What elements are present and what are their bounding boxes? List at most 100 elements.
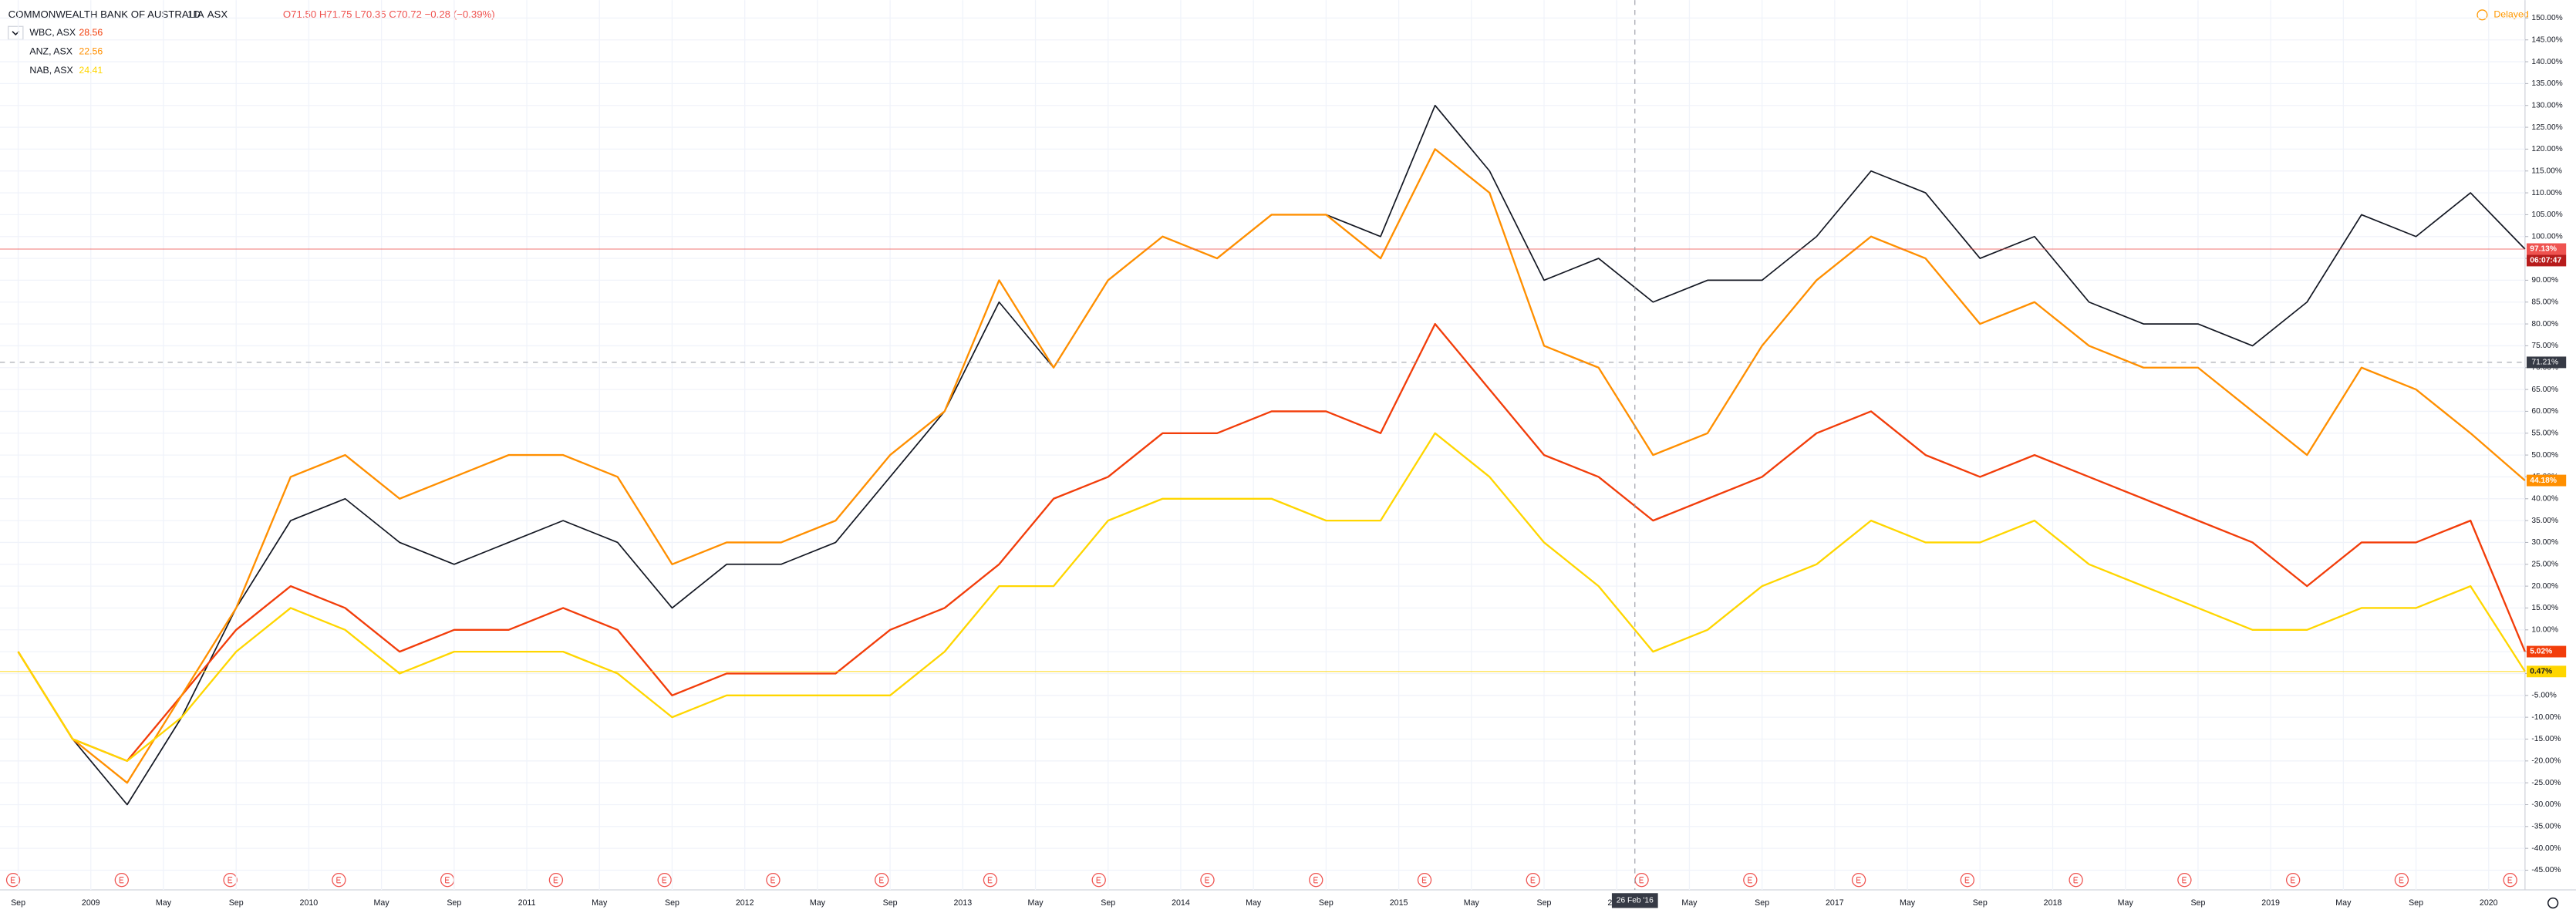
countdown: 06:07:47 xyxy=(2530,257,2561,265)
price-label: 5.02% xyxy=(2530,648,2552,656)
x-tick-label: Sep xyxy=(883,898,898,908)
crosshair-x-bg xyxy=(1611,893,1658,908)
x-tick-label: Sep xyxy=(1101,898,1115,908)
price-label: 97.13% xyxy=(2530,245,2557,254)
y-tick-label: 30.00% xyxy=(2531,538,2558,547)
y-tick-label: 110.00% xyxy=(2531,189,2562,197)
x-tick-label: 2010 xyxy=(300,898,319,908)
event-glyph xyxy=(879,877,884,884)
x-tick-label: May xyxy=(2335,898,2352,908)
y-tick-label: -15.00% xyxy=(2531,735,2561,743)
price-label: 0.47% xyxy=(2530,668,2552,676)
y-tick-label: 35.00% xyxy=(2531,517,2558,525)
y-tick-label: 120.00% xyxy=(2531,145,2562,153)
x-tick-label: 2017 xyxy=(1826,898,1844,908)
legend-name: ANZ, ASX xyxy=(29,46,72,57)
y-tick-label: 105.00% xyxy=(2531,211,2562,219)
y-tick-label: 55.00% xyxy=(2531,429,2558,437)
event-glyph xyxy=(2507,877,2513,884)
x-tick-label: May xyxy=(1900,898,1916,908)
y-tick-label: -5.00% xyxy=(2531,692,2556,700)
y-tick-label: -20.00% xyxy=(2531,757,2561,766)
y-tick-label: 20.00% xyxy=(2531,582,2558,591)
event-glyph xyxy=(770,877,775,884)
event-glyph xyxy=(10,877,15,884)
x-tick-label: 2013 xyxy=(953,898,972,908)
y-tick-label: 125.00% xyxy=(2531,123,2562,132)
y-tick-label: 75.00% xyxy=(2531,342,2558,350)
event-glyph xyxy=(336,877,341,884)
x-tick-label: Sep xyxy=(2190,898,2205,908)
settings-button[interactable] xyxy=(2547,897,2559,909)
series-line xyxy=(17,148,2526,784)
legend-name: NAB, ASX xyxy=(29,65,72,76)
price-label: 44.18% xyxy=(2530,477,2557,485)
collapse-button[interactable] xyxy=(8,25,24,40)
x-tick-label: May xyxy=(810,898,826,908)
x-tick-label: May xyxy=(1681,898,1698,908)
x-tick-label: 2014 xyxy=(1172,898,1190,908)
x-tick-label: May xyxy=(1464,898,1480,908)
legend-name: WBC, ASX xyxy=(29,27,76,38)
x-tick-label: 2009 xyxy=(82,898,100,908)
x-tick-label: May xyxy=(156,898,172,908)
y-tick-label: 130.00% xyxy=(2531,101,2562,109)
interval: 1D xyxy=(187,8,201,20)
event-glyph xyxy=(987,877,993,884)
x-tick-label: 2018 xyxy=(2044,898,2062,908)
y-tick-label: 145.00% xyxy=(2531,35,2562,44)
y-tick-label: 65.00% xyxy=(2531,386,2558,394)
x-tick-label: Sep xyxy=(1755,898,1769,908)
event-glyph xyxy=(2073,877,2079,884)
legend-value: 24.41 xyxy=(79,65,103,76)
price-label-bg xyxy=(2527,645,2567,658)
event-glyph xyxy=(1313,877,1318,884)
grid xyxy=(0,0,2525,890)
event-glyph xyxy=(1748,877,1752,884)
x-tick-label: Sep xyxy=(447,898,461,908)
event-glyph xyxy=(2399,877,2404,884)
x-tick-label: May xyxy=(2118,898,2134,908)
x-tick-label: Sep xyxy=(1319,898,1334,908)
chart-title: COMMONWEALTH BANK OF AUSTRALIA xyxy=(8,8,204,20)
crosshair-x-label: 26 Feb '16 xyxy=(1617,897,1654,905)
y-tick-label: 140.00% xyxy=(2531,58,2562,66)
y-tick-label: -25.00% xyxy=(2531,779,2561,787)
price-label-bg xyxy=(2527,665,2567,678)
x-tick-label: Sep xyxy=(1973,898,1988,908)
x-tick-label: Sep xyxy=(229,898,244,908)
y-tick-label: 60.00% xyxy=(2531,407,2558,416)
legend-value: 22.56 xyxy=(79,46,103,57)
countdown-bg xyxy=(2527,254,2567,267)
event-glyph xyxy=(1530,877,1536,884)
y-tick-label: -45.00% xyxy=(2531,866,2561,874)
event-glyph xyxy=(1421,877,1427,884)
x-tick-label: May xyxy=(374,898,390,908)
x-tick-label: Sep xyxy=(665,898,679,908)
x-tick-label: 2011 xyxy=(518,898,536,908)
price-label-bg xyxy=(2527,243,2567,255)
y-tick-label: 80.00% xyxy=(2531,320,2558,328)
event-glyph xyxy=(1205,877,1210,884)
status-icon xyxy=(2477,9,2488,21)
y-tick-label: 90.00% xyxy=(2531,276,2558,285)
event-glyph xyxy=(1096,877,1101,884)
y-tick-label: -30.00% xyxy=(2531,800,2561,809)
x-tick-label: Sep xyxy=(11,898,25,908)
crosshair-y-label: 71.21% xyxy=(2531,359,2558,367)
x-tick-label: 2020 xyxy=(2480,898,2498,908)
event-glyph xyxy=(1964,877,1970,884)
x-tick-label: May xyxy=(1246,898,1262,908)
ohlc: O71.50 H71.75 L70.35 C70.72 −0.28 (−0.39… xyxy=(283,8,495,20)
y-tick-label: -35.00% xyxy=(2531,823,2561,831)
series-lines xyxy=(17,104,2526,806)
x-tick-label: May xyxy=(592,898,608,908)
event-glyph xyxy=(553,877,558,884)
y-tick-label: 85.00% xyxy=(2531,298,2558,306)
price-label-bg xyxy=(2527,474,2567,487)
y-tick-label: 15.00% xyxy=(2531,604,2558,612)
event-glyph xyxy=(119,877,124,884)
x-tick-label: 2012 xyxy=(736,898,754,908)
